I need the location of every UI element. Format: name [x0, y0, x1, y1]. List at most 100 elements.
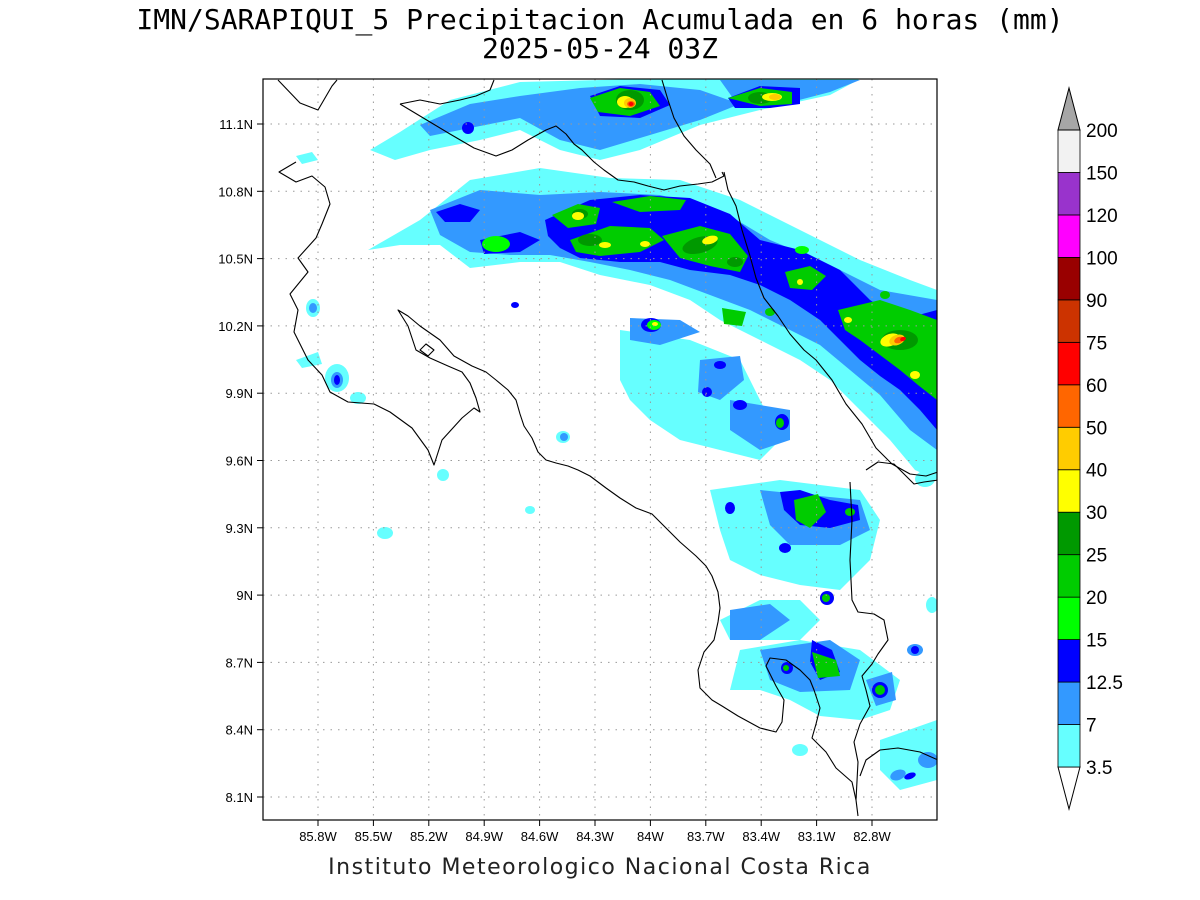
lat-tick-label: 9.6N: [226, 454, 253, 469]
panama-border: [849, 481, 889, 801]
lat-tick-label: 8.4N: [226, 723, 253, 738]
colorbar-label: 120: [1086, 206, 1118, 227]
precip-cell: [714, 361, 726, 369]
precip-cell: [779, 543, 791, 553]
precip-cell: [765, 308, 775, 316]
colorbar-swatch: [1057, 639, 1081, 683]
precip-area: [794, 494, 826, 528]
lon-tick-label: 84.6W: [521, 829, 559, 844]
precip-cell: [880, 291, 890, 299]
precip-area: [760, 640, 860, 692]
precip-cell: [776, 418, 784, 428]
precip-area: [296, 152, 318, 164]
precip-cell: [795, 246, 809, 254]
precip-area: [436, 204, 480, 222]
precip-area: [612, 196, 686, 212]
colorbar-label: 40: [1086, 461, 1107, 482]
precip-cell: [334, 375, 340, 385]
precip-area: [785, 266, 826, 290]
precip-area: [570, 226, 664, 256]
panama-coast-south: [859, 747, 937, 777]
precip-cell: [725, 502, 735, 514]
colorbar-swatch: [1057, 469, 1081, 513]
colorbar-swatch: [1057, 214, 1081, 258]
precip-area: [730, 400, 790, 450]
colorbar-swatch: [1057, 384, 1081, 428]
colorbar-swatch: [1057, 341, 1081, 386]
lat-tick-label: 9N: [236, 588, 253, 603]
colorbar-swatch: [1057, 256, 1081, 301]
precip-area: [812, 652, 840, 678]
precip-cell: [822, 594, 830, 602]
precip-cell: [640, 241, 650, 247]
colorbar-swatch: [1057, 511, 1081, 556]
precip-area: [296, 352, 322, 368]
credit-footer: Instituto Meteorologico Nacional Costa R…: [328, 855, 872, 880]
precip-cell: [900, 336, 906, 342]
lat-tick-label: 10.8N: [218, 184, 253, 199]
precip-cell: [572, 212, 584, 220]
lon-tick-label: 82.8W: [853, 829, 891, 844]
precip-cell: [377, 527, 393, 539]
axis-ticks: 85.8W 85.5W 85.2W 84.9W 84.6W 84.3W 84W 83.7W 83…: [218, 117, 891, 844]
colorbar-swatch: [1057, 724, 1081, 768]
precip-cell: [482, 236, 510, 252]
colorbar-label: 50: [1086, 418, 1107, 439]
colorbar-label: 15: [1086, 631, 1107, 652]
precip-cell: [628, 102, 634, 106]
precip-cell: [875, 685, 885, 695]
precip-cell: [350, 392, 366, 404]
colorbar-label: 25: [1086, 546, 1107, 567]
colorbar-label: 20: [1086, 588, 1107, 609]
colorbar-swatch: [1057, 681, 1081, 725]
precip-cell: [783, 665, 789, 671]
precip-cell: [511, 302, 519, 308]
panama-coast-east: [865, 461, 937, 485]
precip-cell: [437, 469, 449, 481]
san-juan-river-border: [661, 79, 717, 179]
precip-cell: [560, 433, 568, 441]
precip-area: [730, 604, 790, 640]
precip-cell: [309, 303, 317, 313]
lon-tick-label: 85.2W: [410, 829, 448, 844]
precip-area: [722, 308, 746, 326]
colorbar-swatch: [1057, 596, 1081, 641]
nicoya-island: [419, 343, 435, 357]
precip-cell: [578, 234, 602, 246]
precip-cell: [926, 597, 937, 613]
lon-tick-label: 84W: [637, 829, 664, 844]
lat-tick-label: 10.2N: [218, 319, 253, 334]
precip-cell: [727, 257, 743, 267]
colorbar-label: 100: [1086, 248, 1118, 269]
precip-cell: [911, 646, 919, 654]
lon-tick-label: 85.8W: [299, 829, 337, 844]
pacific-coast-guanacaste: [278, 161, 859, 817]
colorbar-swatch: [1057, 172, 1081, 216]
lat-tick-label: 9.9N: [226, 386, 253, 401]
precip-cell: [733, 400, 747, 410]
precip-cell: [769, 94, 781, 100]
precipitation-field: [296, 79, 937, 790]
precip-cell: [915, 471, 935, 487]
colorbar-under-arrow: [1057, 766, 1081, 811]
colorbar-label: 200: [1086, 121, 1118, 142]
lat-tick-label: 11.1N: [219, 117, 253, 132]
lon-tick-label: 83.1W: [798, 829, 836, 844]
precip-cell: [792, 744, 808, 756]
map-title: IMN/SARAPIQUI_5 Precipitacion Acumulada …: [136, 3, 1064, 36]
precip-cell: [652, 322, 658, 326]
precip-cell: [797, 279, 803, 285]
colorbar-swatch: [1057, 129, 1081, 173]
precip-cell: [845, 508, 855, 516]
map-frame: [262, 78, 938, 821]
nicaragua-border: [399, 103, 725, 191]
lat-tick-label: 10.5N: [218, 252, 253, 267]
lat-tick-label: 9.3N: [226, 521, 253, 536]
colorbar-label: 150: [1086, 163, 1118, 184]
colorbar-swatch: [1057, 299, 1081, 343]
precip-cell: [702, 387, 712, 397]
lon-tick-label: 85.5W: [355, 829, 393, 844]
precip-cell: [890, 769, 906, 781]
colorbar-label: 90: [1086, 291, 1107, 312]
